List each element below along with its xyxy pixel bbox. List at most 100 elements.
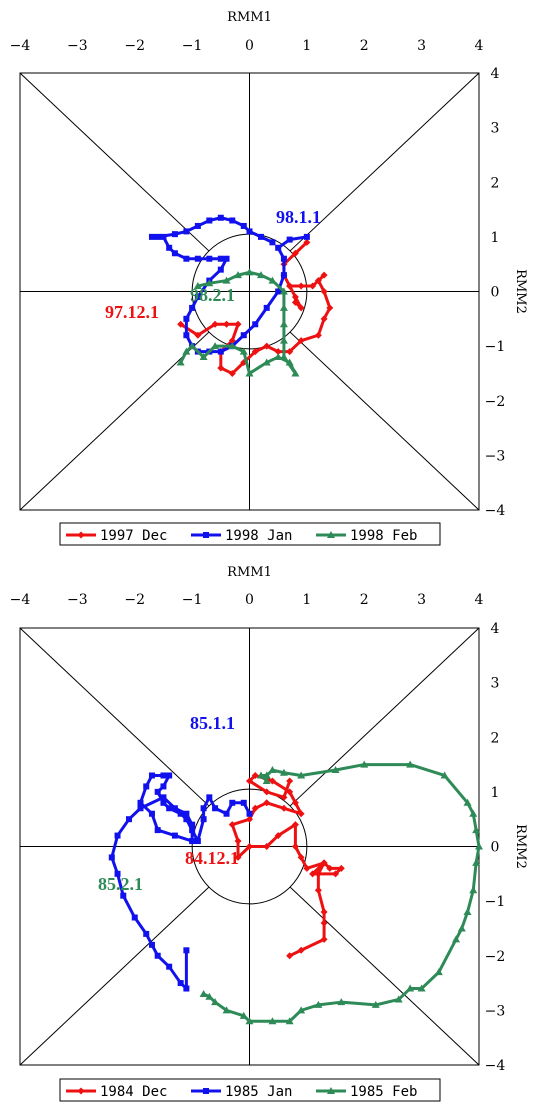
data-point <box>177 810 184 817</box>
data-point <box>211 342 220 350</box>
data-point <box>320 935 328 943</box>
data-point <box>137 799 144 806</box>
y-tick-label: 1 <box>491 230 500 246</box>
data-point <box>246 843 253 850</box>
data-point <box>171 250 178 257</box>
x-axis-title: RMM1 <box>227 565 272 580</box>
data-point <box>268 1017 277 1025</box>
data-point <box>286 788 294 796</box>
data-point <box>212 805 219 812</box>
y-tick-label: 3 <box>491 121 500 137</box>
legend-swatch-marker <box>327 531 335 538</box>
data-point <box>177 980 184 987</box>
data-point <box>194 293 201 300</box>
start-date-label: 85.2.1 <box>98 874 143 894</box>
data-point <box>268 766 277 774</box>
data-point <box>469 886 478 894</box>
data-point <box>314 886 322 894</box>
data-point <box>234 853 242 861</box>
x-tick-label: 3 <box>417 592 426 608</box>
diagonal-line <box>19 72 210 252</box>
data-point <box>188 342 197 350</box>
data-point <box>472 826 481 834</box>
data-point <box>286 282 294 290</box>
data-point <box>463 798 472 806</box>
data-point <box>297 1006 306 1014</box>
data-point <box>262 358 271 366</box>
data-point <box>291 369 300 377</box>
data-point <box>108 854 115 861</box>
data-point <box>148 810 155 817</box>
x-tick-label: −4 <box>10 592 31 608</box>
data-point <box>183 816 190 823</box>
legend-label: 1997 Dec <box>100 528 167 544</box>
data-point <box>314 277 322 285</box>
data-point <box>234 271 243 279</box>
data-point <box>268 276 277 284</box>
data-point <box>263 799 271 807</box>
data-point <box>183 947 190 954</box>
data-point <box>320 859 328 867</box>
data-point <box>394 995 403 1003</box>
data-point <box>223 255 230 262</box>
data-point <box>262 776 271 784</box>
data-point <box>268 777 276 785</box>
data-point <box>193 282 202 290</box>
x-tick-label: 1 <box>302 592 311 608</box>
data-point <box>154 233 161 240</box>
data-point <box>245 268 254 276</box>
data-point <box>200 816 207 823</box>
data-point <box>297 304 305 312</box>
data-point <box>279 353 288 361</box>
data-point <box>332 870 340 878</box>
unit-circle <box>191 788 308 905</box>
data-point <box>205 992 214 1000</box>
data-point <box>286 777 294 785</box>
y-tick-label: −1 <box>485 894 506 910</box>
diagonal-line <box>289 72 480 252</box>
data-point <box>222 276 231 284</box>
data-point <box>457 924 466 932</box>
diagonal-line <box>289 627 480 807</box>
data-point <box>417 984 426 992</box>
data-point <box>303 238 311 246</box>
data-point <box>297 853 305 861</box>
start-date-label: 84.12.1 <box>185 848 239 868</box>
y-tick-label: −4 <box>485 1058 506 1074</box>
x-tick-label: −2 <box>124 38 145 54</box>
y-tick-label: 0 <box>491 840 500 856</box>
data-point <box>183 810 190 817</box>
y-tick-label: 3 <box>491 676 500 692</box>
data-point <box>291 298 299 306</box>
data-point <box>251 804 259 812</box>
data-point <box>240 332 247 339</box>
x-tick-label: −1 <box>182 592 203 608</box>
data-point <box>475 842 483 850</box>
diagonal-line <box>19 627 210 807</box>
data-point <box>189 838 196 845</box>
data-point <box>279 320 288 328</box>
data-point <box>309 282 317 290</box>
legend-item: 1998 Feb <box>316 528 417 544</box>
data-point <box>274 353 283 361</box>
data-point <box>320 288 328 295</box>
data-point <box>320 908 328 916</box>
data-point <box>183 332 190 339</box>
data-point <box>194 838 201 845</box>
data-point <box>251 771 259 779</box>
data-point <box>326 304 334 312</box>
data-point <box>285 1017 294 1025</box>
legend: 1984 Dec 1985 Jan 1985 Feb <box>59 1078 441 1102</box>
diagonal-line <box>289 886 480 1066</box>
data-point <box>166 244 173 251</box>
data-point <box>434 968 443 976</box>
x-tick-label: 1 <box>302 38 311 54</box>
data-point <box>160 233 167 240</box>
data-point <box>234 320 242 328</box>
data-point <box>286 236 293 243</box>
data-point <box>137 805 144 812</box>
data-point <box>337 998 346 1006</box>
data-point <box>194 331 202 339</box>
data-point <box>320 919 328 927</box>
data-point <box>279 336 288 344</box>
